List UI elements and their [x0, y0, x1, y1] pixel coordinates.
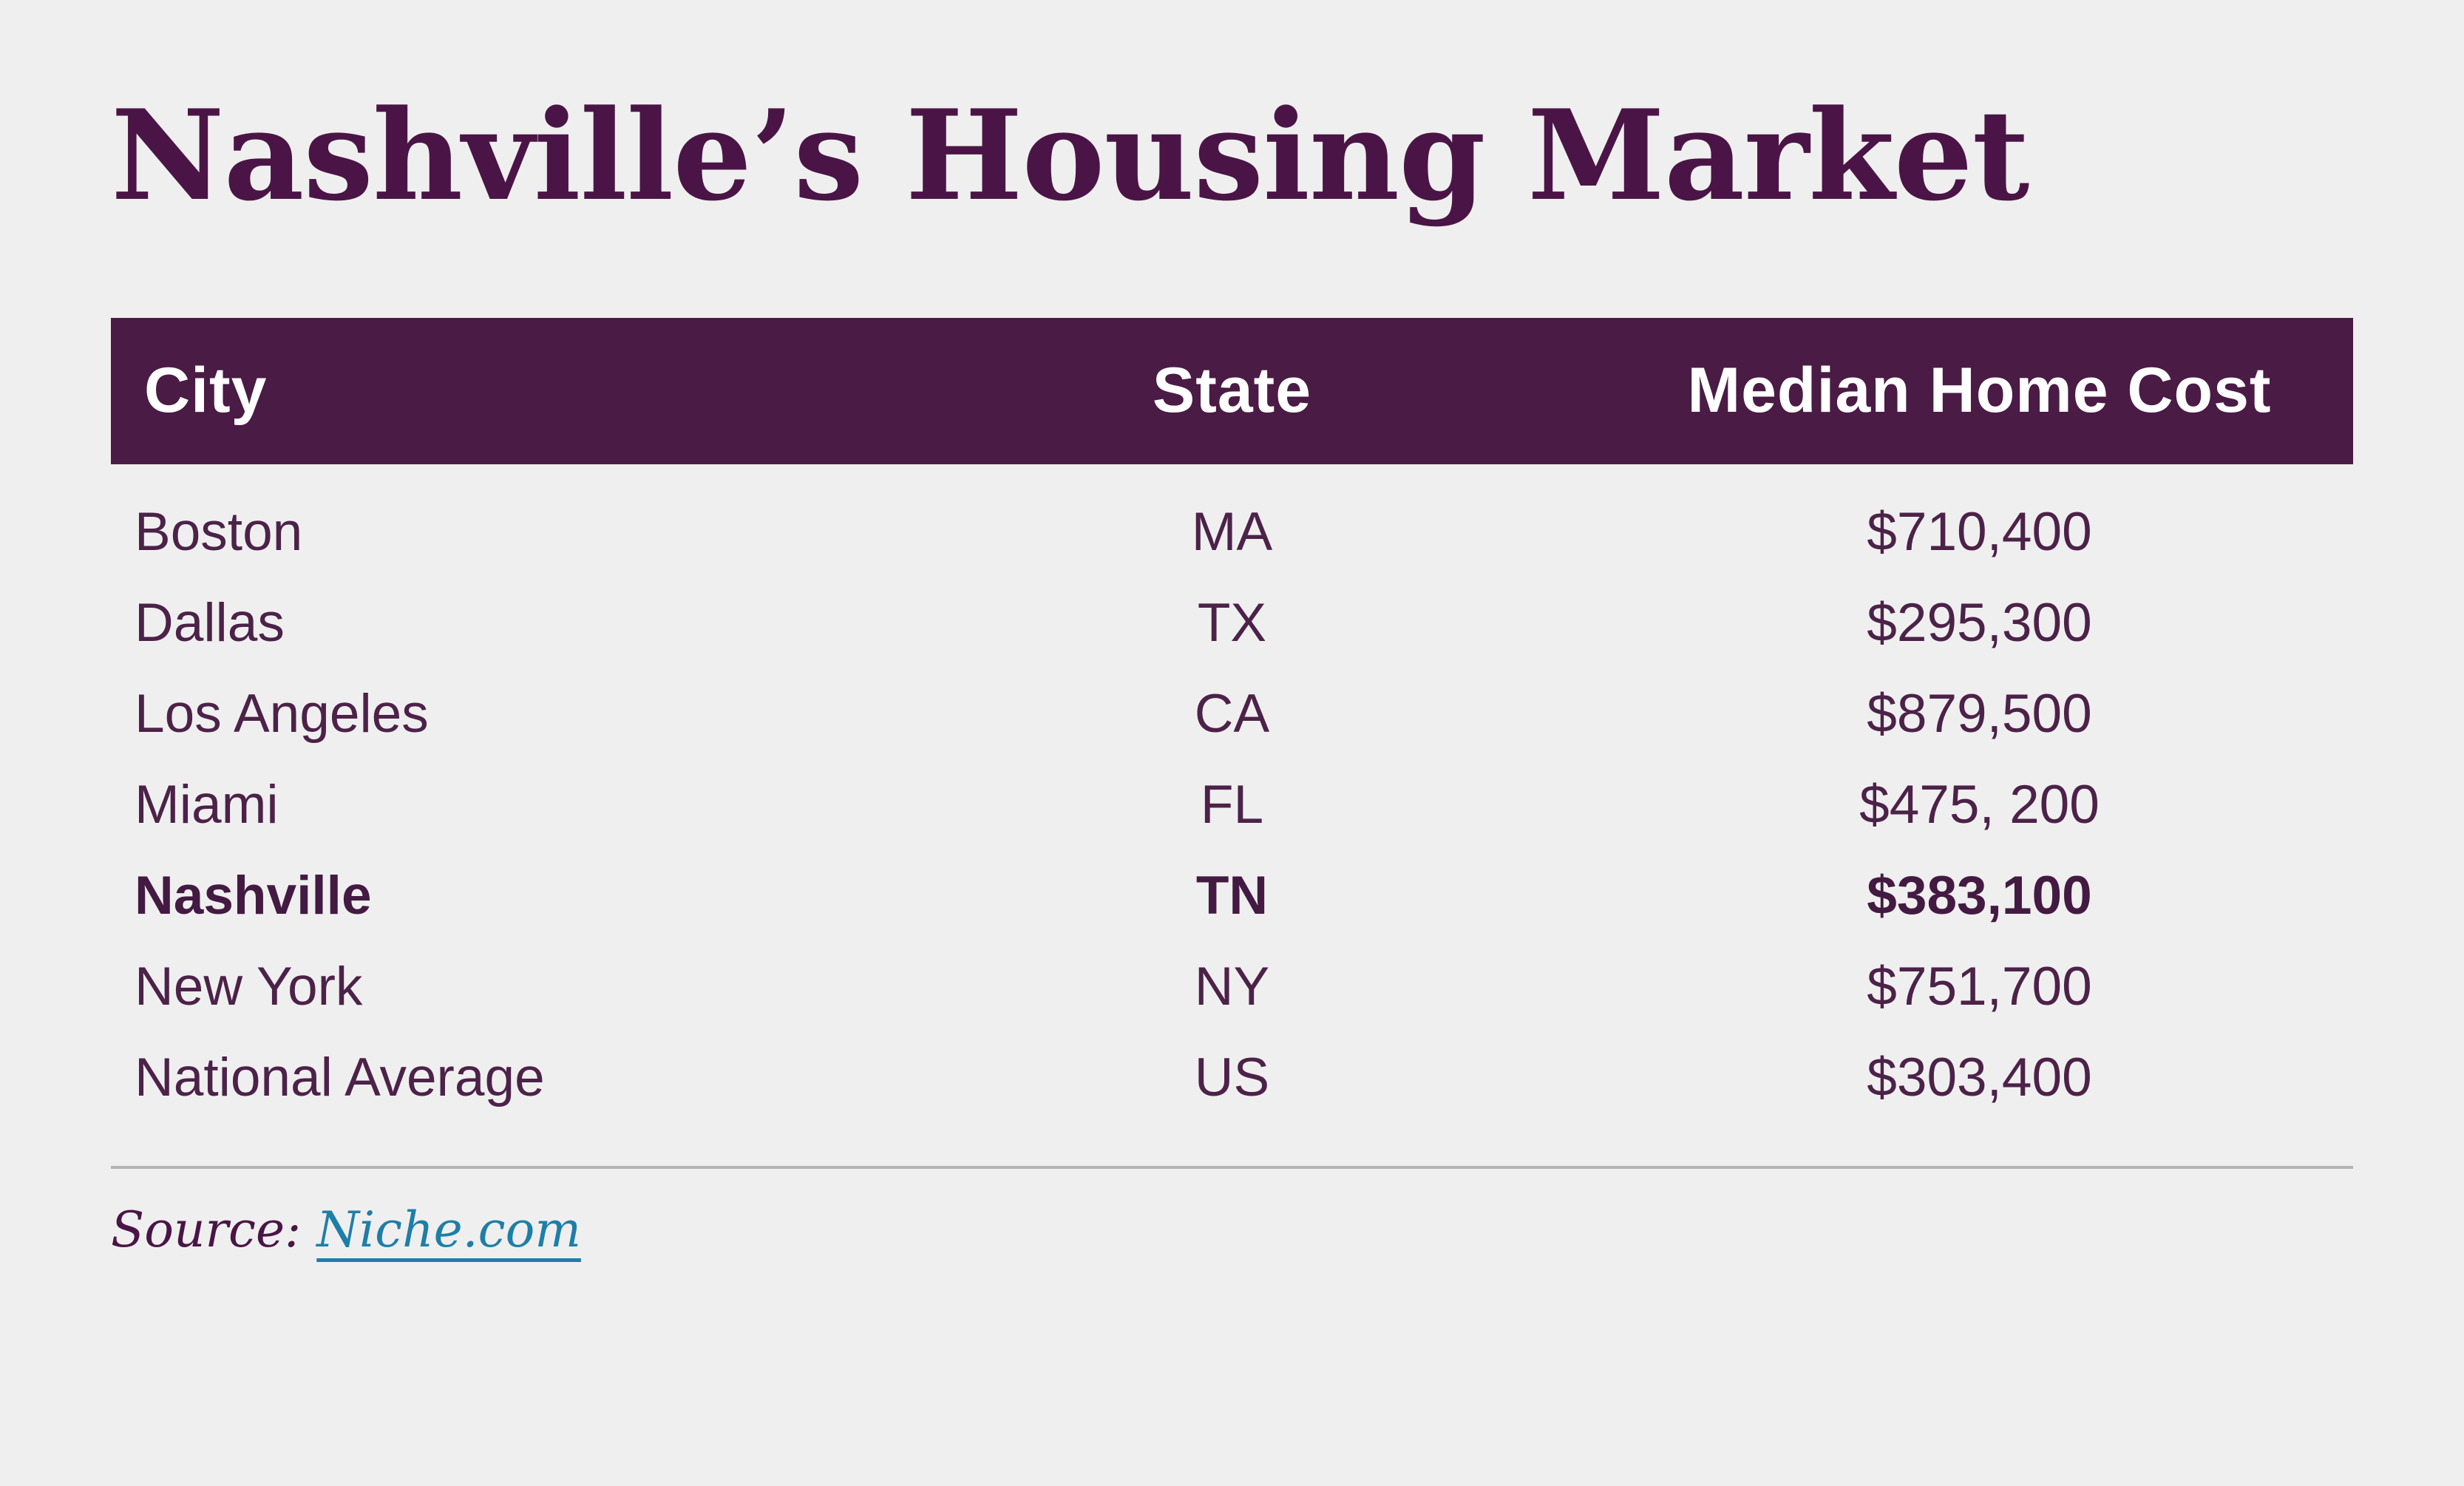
table-header-row: City State Median Home Cost: [111, 317, 2353, 464]
cell-city: Los Angeles: [135, 683, 429, 744]
table-row: Boston MA $710,400: [111, 486, 2353, 577]
cell-city: Dallas: [135, 592, 285, 653]
divider: [111, 1165, 2353, 1169]
cell-state: NY: [1194, 956, 1270, 1017]
cell-city: National Average: [135, 1047, 545, 1107]
cell-state: CA: [1194, 683, 1270, 744]
table-row: Dallas TX $295,300: [111, 577, 2353, 668]
cell-state: TN: [1195, 865, 1269, 926]
housing-table: City State Median Home Cost Boston MA $710…: [111, 317, 2353, 1150]
table-row: National Average US $303,400: [111, 1032, 2353, 1123]
table-row: Miami FL $475, 200: [111, 759, 2353, 850]
source-link[interactable]: Niche.com: [316, 1201, 581, 1258]
header-cell-city: City: [144, 355, 268, 427]
infographic: Nashville’s Housing Market City State Me…: [0, 81, 2464, 1258]
header-cell-median-home-cost: Median Home Cost: [1687, 355, 2272, 427]
cell-city: Boston: [135, 501, 303, 562]
cell-cost: $879,500: [1867, 683, 2092, 744]
cell-cost: $475, 200: [1859, 774, 2100, 835]
table-row: Los Angeles CA $879,500: [111, 668, 2353, 759]
cell-state: FL: [1200, 774, 1264, 835]
page-title: Nashville’s Housing Market: [111, 82, 2029, 228]
cell-state: US: [1194, 1047, 1270, 1107]
cell-state: MA: [1191, 501, 1273, 562]
cell-city: New York: [135, 956, 363, 1017]
table-row: New York NY $751,700: [111, 941, 2353, 1032]
cell-city: Miami: [135, 774, 279, 835]
cell-cost: $295,300: [1867, 592, 2092, 653]
cell-cost: $710,400: [1867, 501, 2092, 562]
cell-cost: $303,400: [1867, 1047, 2092, 1107]
header-cell-state: State: [1152, 355, 1312, 427]
cell-state: TX: [1197, 592, 1267, 653]
source-label: Source:: [111, 1201, 302, 1258]
cell-cost: $383,100: [1867, 865, 2092, 926]
cell-city: Nashville: [135, 865, 372, 926]
table-row: Nashville TN $383,100: [111, 850, 2353, 941]
source-line: Source: Niche.com: [111, 1201, 2353, 1258]
table-body: Boston MA $710,400 Dallas TX $295,300 Los Ange…: [111, 464, 2353, 1150]
cell-cost: $751,700: [1867, 956, 2092, 1017]
